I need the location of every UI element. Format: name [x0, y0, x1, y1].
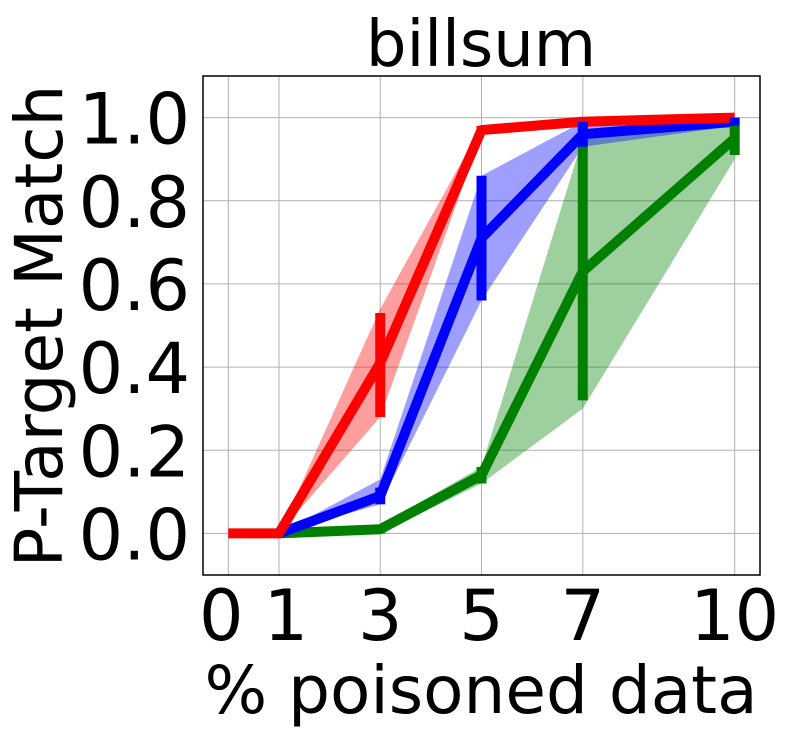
error-bands [228, 117, 735, 534]
chart-title: billsum [366, 8, 596, 82]
y-tick-label: 0.4 [79, 328, 190, 410]
x-tick-label: 5 [459, 575, 504, 657]
x-tick-label: 7 [560, 575, 605, 657]
y-tick-label: 0.2 [79, 411, 190, 493]
series-2-line [228, 112, 735, 539]
error-bars [375, 117, 740, 534]
y-tick-label: 0.6 [79, 245, 190, 327]
x-axis-label: % poisoned data [204, 652, 757, 729]
series-0-band [278, 121, 735, 534]
y-tick-label: 1.0 [79, 79, 190, 161]
y-tick-label: 0.8 [79, 162, 190, 244]
x-tick-label: 10 [690, 575, 779, 657]
y-tick-labels: 0.00.20.40.60.81.0 [79, 79, 190, 577]
plot-frame [202, 75, 761, 576]
y-axis-label: P-Target Match [1, 85, 78, 568]
x-tick-label: 1 [264, 575, 309, 657]
series-2-band [228, 117, 735, 534]
x-tick-label: 3 [358, 575, 403, 657]
y-tick-label: 0.0 [79, 494, 190, 576]
x-tick-labels: 0 1 3 5 7 10 [199, 575, 779, 657]
series-1-band [278, 117, 735, 534]
x-tick-label: 0 [199, 575, 244, 657]
